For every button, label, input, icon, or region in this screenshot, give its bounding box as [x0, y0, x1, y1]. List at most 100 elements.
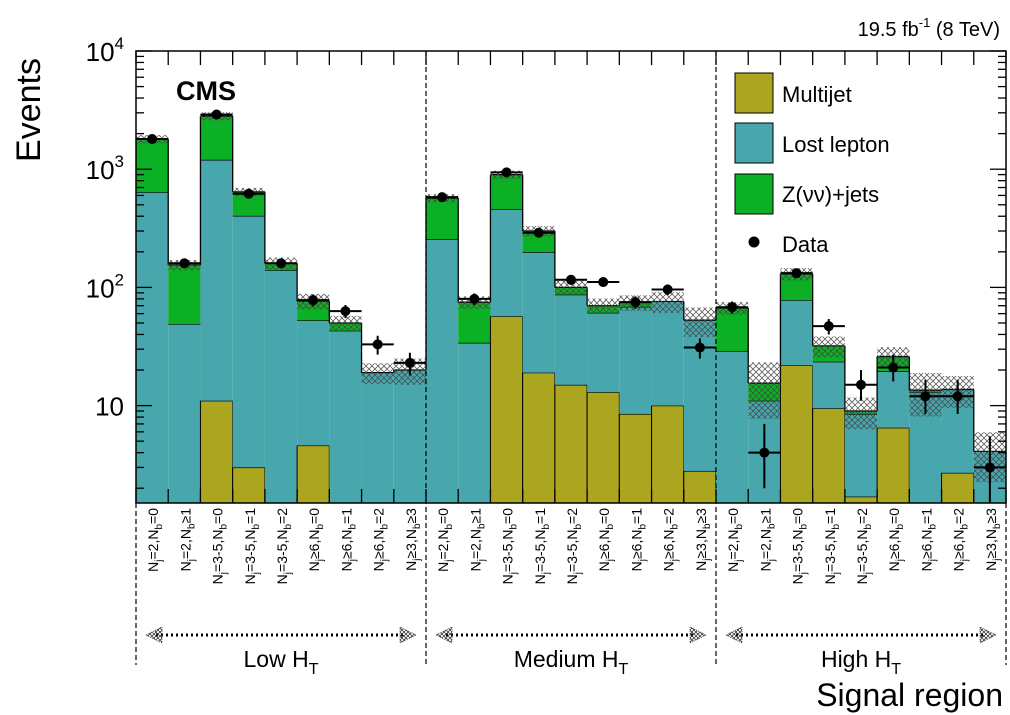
- data-point: [888, 362, 899, 373]
- region-labels: Low HT Medium HT High HTNj=2,Nb=0Nj=2,Nb≥1…: [135, 51, 1007, 678]
- uncertainty-band: [587, 298, 620, 315]
- category-label-value: =3-5: [564, 543, 580, 572]
- data-point: [759, 447, 770, 458]
- category-label: Nj=3-5,Nb=2: [854, 508, 874, 585]
- category-label-n: N: [628, 561, 644, 571]
- bar-segment-2: [232, 191, 265, 216]
- category-label-value: ≥3: [693, 508, 709, 524]
- category-label-value: ≥3: [693, 543, 709, 559]
- plot-frame: [135, 50, 1007, 504]
- uncertainty-band: [748, 362, 781, 419]
- category-label-n: ,N: [983, 529, 999, 543]
- category-label-value: =0: [725, 508, 741, 524]
- group-label-sub: T: [309, 661, 319, 678]
- category-label-sub: b: [831, 524, 842, 530]
- category-label-value: =2: [177, 543, 193, 559]
- group-label: High HT: [821, 646, 901, 678]
- data-point: [856, 379, 866, 390]
- category-label: Nj=2,Nb≥1: [757, 508, 777, 572]
- category-label-value: =2: [435, 543, 451, 559]
- category-label-n: N: [757, 561, 773, 571]
- category-label-n: N: [242, 574, 258, 584]
- category-label-value: =0: [306, 508, 322, 524]
- category-label-sub: b: [863, 524, 874, 530]
- energy-value: (8 TeV): [930, 19, 1000, 41]
- category-label-sub: b: [380, 524, 391, 530]
- bar-segment-2: [458, 302, 491, 343]
- bar-segment-1: [297, 320, 330, 446]
- category-label-n: ,N: [500, 530, 516, 544]
- category-label-n: ,N: [918, 530, 934, 544]
- category-label: Nj=3-5,Nb=0: [500, 508, 520, 585]
- category-label: Nj≥3,Nb≥3: [403, 508, 423, 571]
- category-label-value: ≥1: [757, 508, 773, 524]
- bar-segment-1: [168, 324, 201, 503]
- data-point: [566, 274, 576, 285]
- bar-segment-1: [554, 294, 588, 385]
- category-label-n: N: [822, 574, 838, 584]
- category-label: Nj=3-5,Nb=2: [564, 508, 584, 585]
- bar-segment-2: [716, 307, 749, 351]
- bar-segment-1: [812, 361, 845, 409]
- category-label-n: N: [564, 574, 580, 584]
- bar-segment-0: [780, 365, 813, 503]
- category-label-value: ≥6: [628, 543, 644, 559]
- category-label-value: ≥6: [596, 543, 612, 559]
- category-label-sub: b: [895, 524, 906, 530]
- category-label-sub: b: [347, 524, 358, 530]
- bar-segment-1: [490, 209, 523, 317]
- category-label-sub: b: [702, 523, 713, 529]
- group-label: Medium HT: [514, 646, 629, 678]
- category-label-value: =3-5: [790, 543, 806, 572]
- category-label-n: ,N: [725, 530, 741, 544]
- bar-segment-0: [812, 408, 845, 503]
- category-label-n: N: [467, 561, 483, 571]
- data-point: [984, 462, 995, 473]
- category-label-n: N: [532, 574, 548, 584]
- category-label: Nj≥6,Nb=2: [371, 508, 391, 572]
- stacked-bars: [136, 115, 1006, 503]
- category-label-value: =0: [145, 508, 161, 524]
- category-label-value: =3-5: [210, 543, 226, 572]
- legend-swatch-znunu: [734, 173, 774, 215]
- bar-segment-1: [651, 301, 684, 406]
- bar-segment-1: [393, 370, 426, 503]
- y-axis-title: Events: [10, 58, 48, 162]
- group-label-main: Low H: [244, 646, 309, 672]
- category-label-n: ,N: [532, 530, 548, 544]
- group-arrow-left: [725, 626, 743, 644]
- category-label-sub: j: [734, 560, 745, 563]
- category-label-sub: j: [347, 559, 358, 562]
- data-point: [179, 258, 190, 269]
- bar-segment-1: [426, 239, 459, 503]
- category-label-n: ,N: [210, 530, 226, 544]
- category-label: Nj=2,Nb=0: [725, 508, 745, 572]
- uncertainty-band: [812, 336, 845, 358]
- bar-segment-0: [651, 405, 684, 503]
- category-label-value: =2: [661, 508, 677, 524]
- category-label-value: =1: [628, 508, 644, 524]
- category-label-n: N: [306, 561, 322, 571]
- data-point: [340, 306, 351, 317]
- data-point: [598, 277, 609, 288]
- bar-segment-2: [200, 116, 233, 160]
- category-label-value: ≥1: [177, 508, 193, 524]
- category-label-sub: j: [444, 560, 455, 563]
- bar-segment-0: [522, 372, 555, 503]
- category-label-value: ≥6: [661, 543, 677, 559]
- y-tick-base: 10: [86, 155, 115, 185]
- category-label-n: N: [371, 561, 387, 571]
- bar-segment-0: [941, 472, 974, 503]
- lumi-label: 19.5 fb-1 (8 TeV): [858, 15, 1000, 41]
- category-label-n: ,N: [790, 530, 806, 544]
- category-label: Nj=2,Nb≥1: [467, 508, 487, 572]
- category-label-sub: b: [412, 523, 423, 529]
- y-tick-exponent: 4: [115, 34, 124, 53]
- category-label-sub: b: [637, 524, 648, 530]
- bar-segment-0: [619, 413, 652, 503]
- category-label-n: ,N: [628, 530, 644, 544]
- legend-label-lost-lepton: Lost lepton: [782, 132, 890, 157]
- data-point: [211, 109, 222, 120]
- category-label-n: N: [918, 561, 934, 571]
